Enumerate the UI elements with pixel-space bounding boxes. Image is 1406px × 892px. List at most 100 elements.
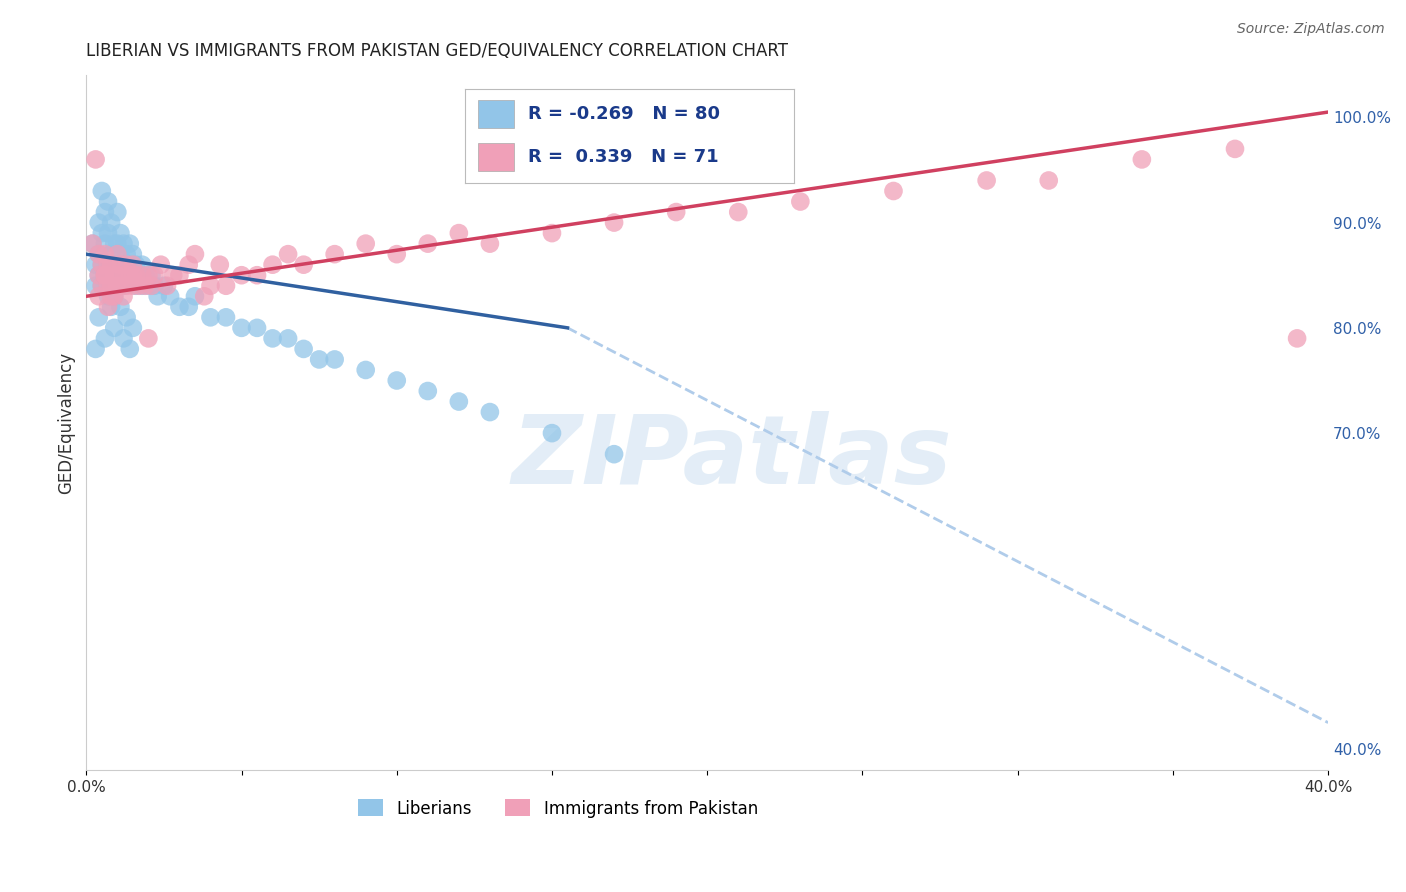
Point [94, 247, 117, 261]
Point [121, 321, 143, 335]
Point [112, 268, 135, 283]
Point [90, 258, 112, 272]
Point [87, 268, 110, 283]
Point [200, 310, 222, 325]
Point [262, 331, 284, 345]
Point [103, 236, 125, 251]
Point [200, 278, 222, 293]
Point [131, 258, 153, 272]
Point [478, 236, 501, 251]
Point [90, 184, 112, 198]
Point [208, 258, 231, 272]
Point [125, 258, 148, 272]
Point [385, 247, 408, 261]
Point [100, 300, 122, 314]
Point [87, 247, 110, 261]
Point [976, 173, 998, 187]
Point [131, 278, 153, 293]
Point [184, 289, 207, 303]
Point [100, 247, 122, 261]
Point [143, 278, 166, 293]
Point [1038, 173, 1060, 187]
Point [115, 278, 138, 293]
Point [308, 352, 330, 367]
Text: Source: ZipAtlas.com: Source: ZipAtlas.com [1237, 22, 1385, 37]
Point [84, 258, 107, 272]
Point [177, 300, 200, 314]
Point [354, 363, 377, 377]
Point [97, 289, 120, 303]
Point [100, 278, 122, 293]
Point [156, 278, 179, 293]
Point [1286, 331, 1309, 345]
Point [115, 258, 138, 272]
Point [105, 258, 128, 272]
Point [90, 258, 112, 272]
Point [121, 258, 143, 272]
Point [90, 278, 112, 293]
Point [82, 236, 104, 251]
Point [215, 310, 238, 325]
Point [105, 278, 128, 293]
Point [82, 236, 104, 251]
Point [115, 310, 138, 325]
Text: ZIPatlas: ZIPatlas [512, 411, 952, 504]
Point [143, 268, 166, 283]
Point [115, 268, 138, 283]
Point [100, 289, 122, 303]
Point [1130, 153, 1153, 167]
Point [128, 268, 150, 283]
Point [141, 278, 163, 293]
Point [110, 247, 132, 261]
Point [110, 300, 132, 314]
Point [84, 342, 107, 356]
Point [385, 374, 408, 388]
Point [131, 268, 153, 283]
Point [138, 278, 160, 293]
Point [541, 226, 564, 240]
Point [118, 258, 141, 272]
Point [292, 342, 315, 356]
Point [153, 278, 176, 293]
Point [727, 205, 749, 219]
Point [121, 278, 143, 293]
Point [125, 278, 148, 293]
Point [121, 247, 143, 261]
Point [184, 247, 207, 261]
Point [94, 268, 117, 283]
Point [789, 194, 811, 209]
Point [159, 289, 181, 303]
Point [128, 278, 150, 293]
Point [84, 153, 107, 167]
Point [94, 205, 117, 219]
Point [447, 226, 470, 240]
Point [292, 258, 315, 272]
Point [118, 342, 141, 356]
Point [94, 331, 117, 345]
Point [87, 310, 110, 325]
Point [97, 226, 120, 240]
Point [134, 268, 156, 283]
Point [105, 236, 128, 251]
Point [90, 226, 112, 240]
Point [103, 258, 125, 272]
Point [110, 268, 132, 283]
Point [103, 289, 125, 303]
Point [134, 278, 156, 293]
Point [882, 184, 904, 198]
Point [193, 289, 215, 303]
Point [1223, 142, 1246, 156]
Point [478, 405, 501, 419]
Point [121, 268, 143, 283]
Point [665, 205, 688, 219]
Point [100, 216, 122, 230]
Point [97, 278, 120, 293]
Point [169, 300, 191, 314]
Point [354, 236, 377, 251]
Point [125, 268, 148, 283]
Point [110, 226, 132, 240]
Point [105, 247, 128, 261]
Point [110, 278, 132, 293]
Point [118, 236, 141, 251]
Point [103, 289, 125, 303]
